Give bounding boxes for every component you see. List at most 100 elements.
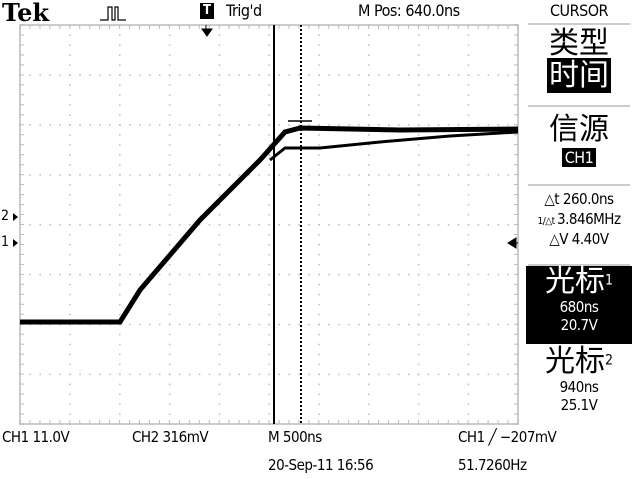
graticule-dot (139, 224, 141, 226)
graticule-dot (268, 413, 270, 416)
graticule-dot (388, 124, 390, 126)
graticule-dot (119, 243, 121, 246)
graticule-dot (467, 303, 470, 306)
graticule-dot (487, 124, 490, 126)
graticule-dot (268, 353, 270, 356)
graticule-dot (69, 423, 71, 425)
graticule-dot (457, 124, 460, 126)
graticule-dot (318, 313, 320, 316)
graticule-dot (188, 224, 191, 226)
graticule-dot (417, 393, 420, 396)
graticule-dot (497, 224, 500, 226)
graticule-dot (119, 413, 121, 416)
graticule-dot (228, 323, 231, 326)
graticule-dot (29, 224, 31, 226)
graticule-dot (268, 34, 270, 36)
graticule-dot (477, 124, 480, 126)
graticule-dot (308, 174, 310, 176)
graticule-dot (417, 233, 420, 236)
graticule-dot (69, 353, 71, 356)
graticule-dot (258, 224, 261, 226)
graticule-dot (59, 273, 61, 276)
graticule-dot (69, 94, 71, 96)
source-label: 信源 (549, 112, 609, 147)
graticule-dot (328, 373, 330, 376)
graticule-dot (348, 323, 350, 326)
graticule-dot (397, 373, 400, 376)
graticule-dot (218, 104, 221, 106)
graticule-dot (368, 333, 370, 336)
graticule-dot (368, 124, 370, 126)
graticule-dot (388, 373, 390, 376)
graticule-dot (417, 273, 420, 276)
type-menu-button[interactable]: 类型 时间 (520, 28, 638, 93)
graticule-dot (119, 94, 121, 96)
graticule-dot (328, 124, 330, 126)
graticule-dot (268, 44, 270, 46)
graticule-dot (218, 44, 221, 46)
graticule-dot (447, 323, 450, 326)
graticule-dot (348, 373, 350, 376)
graticule-dot (318, 413, 320, 416)
graticule-dot (467, 413, 470, 416)
graticule-dot (358, 323, 360, 326)
graticule-dot (318, 164, 320, 166)
graticule-dot (218, 84, 221, 86)
graticule-dot (457, 373, 460, 376)
graticule-dot (268, 204, 270, 206)
graticule-dot (487, 373, 490, 376)
graticule-dot (328, 273, 330, 276)
graticule-dot (388, 74, 390, 76)
graticule-dot (368, 74, 370, 76)
graticule-dot (69, 144, 71, 146)
menu-title: CURSOR (549, 1, 609, 20)
graticule-dot (417, 363, 420, 366)
source-menu-button[interactable]: 信源 CH1 (520, 114, 638, 167)
graticule-dot (348, 224, 350, 226)
cursor-2-button[interactable]: 光标2 940ns 25.1V (520, 346, 638, 415)
graticule-dot (69, 253, 71, 256)
graticule-dot (59, 224, 61, 226)
graticule-dot (348, 124, 350, 126)
graticule-dot (119, 74, 121, 76)
graticule-dot (218, 303, 221, 306)
graticule-dot (417, 403, 420, 406)
graticule-dot (89, 273, 91, 276)
graticule-dot (218, 353, 221, 356)
graticule-dot (119, 403, 121, 406)
graticule-dot (69, 44, 71, 46)
graticule-dot (437, 224, 440, 226)
graticule-dot (168, 273, 171, 276)
graticule-dot (69, 214, 71, 216)
graticule-dot (268, 303, 270, 306)
graticule-dot (168, 154, 171, 156)
graticule-dot (368, 54, 370, 56)
graticule-dot (109, 124, 111, 126)
graticule-dot (517, 124, 519, 126)
graticule-dot (467, 174, 470, 176)
graticule-dot (129, 323, 131, 326)
graticule-dot (268, 114, 270, 116)
graticule-dot (218, 114, 221, 116)
cursor-1-button[interactable]: 光标1 680ns 20.7V (526, 266, 632, 344)
graticule-dot (218, 54, 221, 56)
graticule-dot (69, 154, 71, 156)
graticule-dot (308, 74, 310, 76)
graticule-dot (208, 174, 211, 176)
graticule-dot (268, 74, 270, 76)
graticule-dot (119, 253, 121, 256)
graticule-dot (368, 313, 370, 316)
graticule-dot (318, 84, 320, 86)
graticule-dot (298, 224, 300, 226)
graticule-dot (168, 54, 171, 56)
graticule-dot (168, 64, 171, 66)
graticule-dot (427, 174, 430, 176)
graticule-dot (318, 174, 320, 176)
graticule-dot (208, 224, 211, 226)
graticule-dot (268, 403, 270, 406)
cursor-2-index: 2 (604, 352, 613, 369)
graticule-dot (388, 273, 390, 276)
graticule-dot (417, 184, 420, 186)
graticule-dot (467, 74, 470, 76)
graticule-dot (218, 393, 221, 396)
